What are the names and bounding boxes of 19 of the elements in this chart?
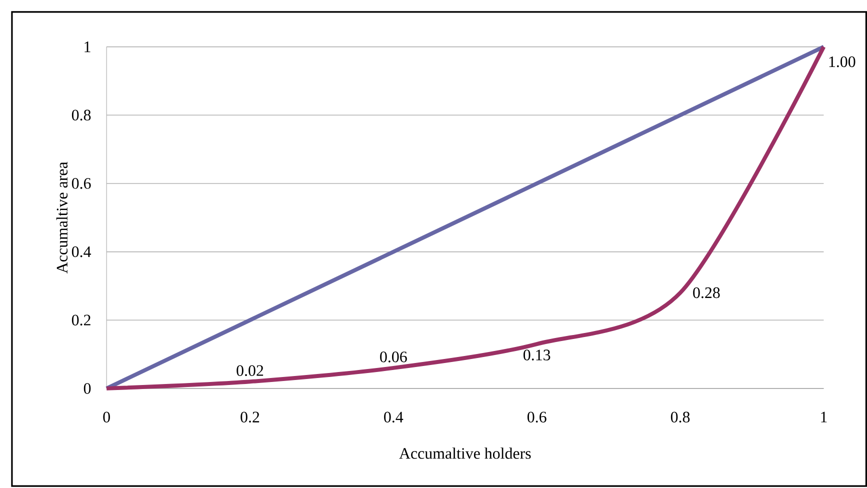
x-tick-label: 1 <box>821 412 827 422</box>
data-label: 0.13 <box>524 350 550 360</box>
x-tick-label: 0.8 <box>670 412 690 423</box>
y-tick-label: 0.8 <box>72 110 91 121</box>
data-label: 0.28 <box>693 287 720 298</box>
y-axis-title: Accumaltive area <box>56 162 68 274</box>
data-label: 0.06 <box>380 352 407 362</box>
x-axis-title: Accumaltive holders <box>399 448 531 459</box>
x-tick-label: 0.2 <box>240 412 260 423</box>
data-label: 1.00 <box>829 56 856 68</box>
x-tick-label: 0.6 <box>528 412 546 423</box>
y-tick-label: 1 <box>84 42 90 52</box>
y-tick-label: 0 <box>84 383 91 394</box>
y-tick-label: 0.4 <box>72 246 92 258</box>
x-tick-label: 0 <box>103 412 110 422</box>
x-tick-label: 0.4 <box>384 412 404 423</box>
data-label: 0.02 <box>236 365 264 376</box>
y-tick-label: 0.6 <box>72 178 91 189</box>
y-tick-label: 0.2 <box>72 314 90 326</box>
